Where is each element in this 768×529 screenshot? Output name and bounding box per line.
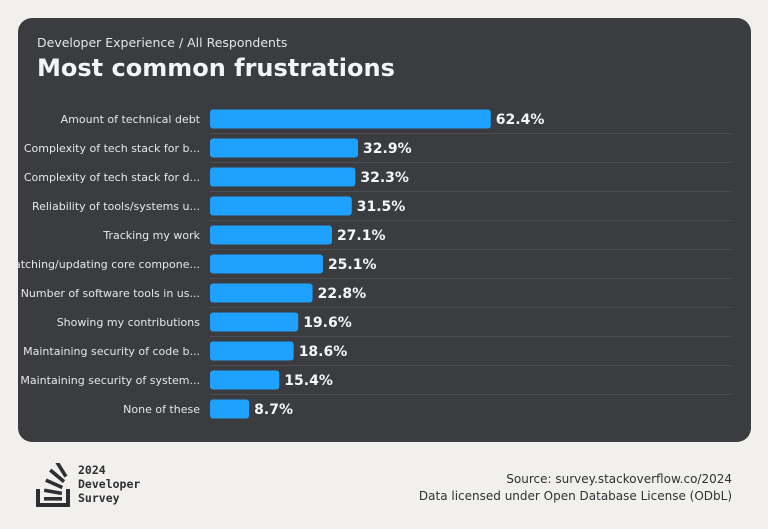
category-label: Number of software tools in us... [21, 287, 200, 300]
category-label: Amount of technical debt [61, 113, 201, 126]
source-note: Source: survey.stackoverflow.co/2024 Dat… [419, 471, 732, 505]
value-label: 22.8% [318, 286, 367, 302]
logo-line-survey: Survey [78, 491, 120, 505]
value-label: 25.1% [328, 257, 377, 273]
bar-chart: Amount of technical debt 62.4% Complexity … [18, 109, 732, 419]
bar[interactable] [210, 399, 250, 419]
stack-overflow-logo-icon [36, 463, 70, 507]
category-label: Reliability of tools/systems u... [32, 200, 200, 213]
page-title: Most common frustrations [37, 54, 395, 82]
value-label: 27.1% [337, 228, 386, 244]
category-label: Complexity of tech stack for d... [24, 171, 200, 184]
value-label: 18.6% [299, 344, 348, 360]
value-label: 32.9% [363, 141, 412, 157]
logo-text: 2024 Developer Survey [78, 463, 140, 505]
bar[interactable] [210, 283, 313, 303]
bar[interactable] [210, 312, 299, 332]
bar[interactable] [210, 370, 280, 390]
survey-logo: 2024 Developer Survey [36, 463, 156, 509]
category-label: Complexity of tech stack for b... [24, 142, 200, 155]
value-label: 8.7% [254, 402, 293, 418]
bar[interactable] [210, 225, 332, 245]
value-label: 19.6% [303, 315, 352, 331]
source-text: Source: survey.stackoverflow.co/2024 [506, 472, 732, 486]
breadcrumb: Developer Experience / All Respondents [37, 35, 288, 50]
category-label: None of these [123, 403, 200, 416]
bar[interactable] [210, 254, 323, 274]
category-label: Tracking my work [102, 229, 200, 242]
category-label: Maintaining security of code b... [23, 345, 200, 358]
value-label: 15.4% [284, 373, 333, 389]
bar[interactable] [210, 167, 356, 187]
category-label: Showing my contributions [57, 316, 201, 329]
value-label: 31.5% [357, 199, 406, 215]
bar[interactable] [210, 341, 294, 361]
bar[interactable] [210, 138, 359, 158]
bar[interactable] [210, 196, 352, 216]
value-label: 32.3% [360, 170, 409, 186]
value-label: 62.4% [496, 112, 545, 128]
bar[interactable] [210, 109, 491, 129]
chart-card: Developer Experience / All Respondents M… [18, 18, 751, 442]
category-label: Maintaining security of system... [20, 374, 200, 387]
logo-year: 2024 [78, 463, 106, 477]
logo-line-developer: Developer [78, 477, 141, 491]
license-text: Data licensed under Open Database Licens… [418, 489, 732, 503]
category-label: Patching/updating core compone... [18, 258, 200, 271]
